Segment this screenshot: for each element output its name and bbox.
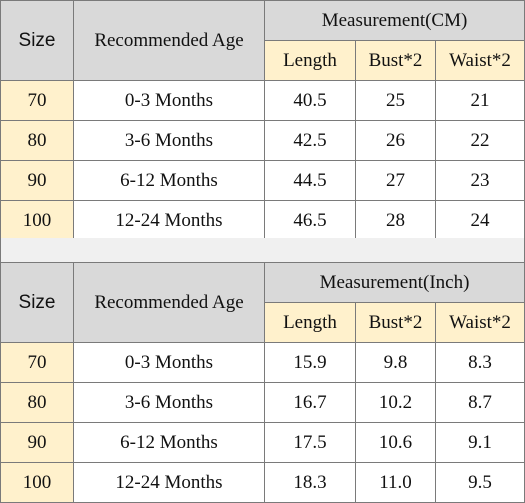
length-cell: 16.7: [264, 382, 356, 423]
age-cell: 3-6 Months: [73, 120, 265, 161]
waist-header: Waist*2: [434, 302, 525, 343]
waist-header: Waist*2: [434, 40, 525, 81]
table-row: 100 12-24 Months 18.3 11.0 9.5: [0, 462, 525, 503]
waist-cell: 22: [434, 120, 525, 161]
table-subheader-row: Length Bust*2 Waist*2: [1, 302, 525, 343]
size-table-inch: Size Recommended Age Measurement(Inch) L…: [0, 262, 525, 503]
size-table-cm: Size Recommended Age Measurement(CM) Len…: [0, 0, 525, 241]
bust-cell: 10.6: [355, 422, 436, 463]
age-header: Recommended Age: [73, 262, 265, 343]
age-cell: 12-24 Months: [73, 462, 265, 503]
table-subheader-row: Length Bust*2 Waist*2: [1, 40, 525, 81]
length-cell: 17.5: [264, 422, 356, 463]
length-cell: 18.3: [264, 462, 356, 503]
length-cell: 15.9: [264, 342, 356, 383]
bust-header: Bust*2: [355, 40, 436, 81]
table-row: 70 0-3 Months 15.9 9.8 8.3: [0, 342, 525, 383]
waist-cell: 8.3: [434, 342, 525, 383]
table-row: 90 6-12 Months 44.5 27 23: [0, 160, 525, 201]
table-row: 80 3-6 Months 42.5 26 22: [0, 120, 525, 161]
size-cell: 100: [0, 462, 74, 503]
waist-cell: 9.1: [434, 422, 525, 463]
bust-cell: 11.0: [355, 462, 436, 503]
length-cell: 44.5: [264, 160, 356, 201]
size-cell: 80: [0, 120, 74, 161]
table-header-row: Size Recommended Age Measurement(Inch): [0, 262, 525, 343]
bust-cell: 25: [355, 80, 436, 121]
size-header: Size: [0, 262, 74, 343]
age-header: Recommended Age: [73, 0, 265, 81]
bust-cell: 10.2: [355, 382, 436, 423]
table-row: 90 6-12 Months 17.5 10.6 9.1: [0, 422, 525, 463]
size-cell: 70: [0, 80, 74, 121]
table-row: 80 3-6 Months 16.7 10.2 8.7: [0, 382, 525, 423]
size-cell: 70: [0, 342, 74, 383]
waist-cell: 24: [434, 200, 525, 241]
age-cell: 6-12 Months: [73, 422, 265, 463]
length-header: Length: [264, 302, 356, 343]
length-cell: 46.5: [264, 200, 356, 241]
age-cell: 6-12 Months: [73, 160, 265, 201]
length-cell: 42.5: [264, 120, 356, 161]
size-header: Size: [0, 0, 74, 81]
waist-cell: 23: [434, 160, 525, 201]
age-cell: 0-3 Months: [73, 342, 265, 383]
size-cell: 80: [0, 382, 74, 423]
waist-cell: 9.5: [434, 462, 525, 503]
age-cell: 12-24 Months: [73, 200, 265, 241]
size-cell: 100: [0, 200, 74, 241]
bust-cell: 9.8: [355, 342, 436, 383]
bust-cell: 28: [355, 200, 436, 241]
waist-cell: 8.7: [434, 382, 525, 423]
measurement-header: Measurement(CM): [263, 0, 525, 41]
table-separator: [0, 238, 525, 262]
bust-header: Bust*2: [355, 302, 436, 343]
age-cell: 3-6 Months: [73, 382, 265, 423]
bust-cell: 27: [355, 160, 436, 201]
length-cell: 40.5: [264, 80, 356, 121]
length-header: Length: [264, 40, 356, 81]
size-cell: 90: [0, 422, 74, 463]
table-row: 70 0-3 Months 40.5 25 21: [0, 80, 525, 121]
measurement-header: Measurement(Inch): [263, 262, 525, 303]
size-cell: 90: [0, 160, 74, 201]
waist-cell: 21: [434, 80, 525, 121]
bust-cell: 26: [355, 120, 436, 161]
age-cell: 0-3 Months: [73, 80, 265, 121]
table-header-row: Size Recommended Age Measurement(CM): [0, 0, 525, 81]
table-row: 100 12-24 Months 46.5 28 24: [0, 200, 525, 241]
